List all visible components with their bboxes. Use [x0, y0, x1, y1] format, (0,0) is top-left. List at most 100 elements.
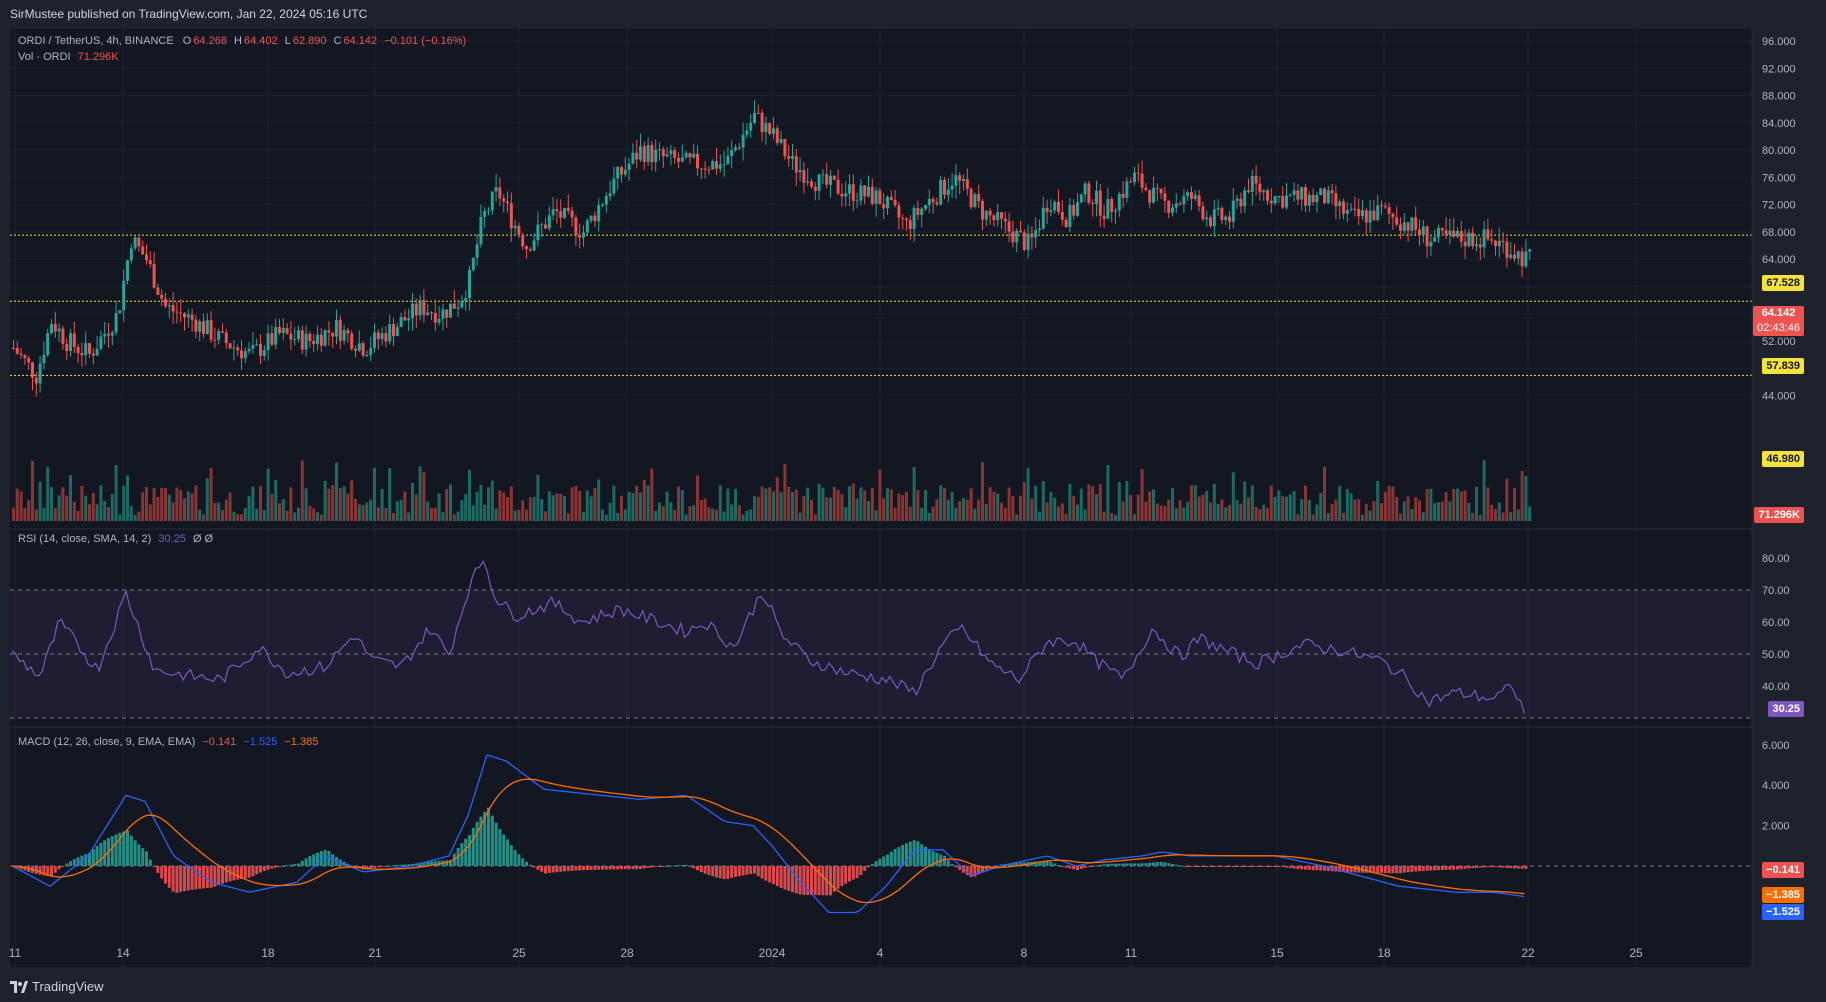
candle-body: [1022, 232, 1026, 250]
macd-histogram-bar: [513, 850, 517, 866]
candle-body: [1030, 233, 1034, 238]
macd-histogram-bar: [1144, 863, 1148, 866]
candle-body: [1254, 175, 1258, 184]
volume-bar: [513, 510, 517, 521]
candle-body: [232, 347, 236, 349]
volume-bar: [1330, 504, 1334, 521]
macd-histogram-bar: [129, 835, 133, 866]
candle-body: [840, 193, 844, 197]
candle-body: [1155, 187, 1159, 189]
volume-bar: [680, 490, 684, 521]
volume-bar: [1079, 488, 1083, 521]
volume-bar: [920, 507, 924, 521]
macd-histogram-bar: [802, 866, 806, 895]
macd-histogram-bar: [1022, 862, 1026, 866]
macd-histogram-bar: [1152, 862, 1155, 866]
rsi-label[interactable]: RSI (14, close, SMA, 14, 2): [18, 533, 152, 545]
rsi-tick-label: 80.00: [1762, 553, 1790, 565]
volume-bar: [50, 487, 53, 521]
macd-histogram-bar: [1133, 863, 1136, 866]
candle-body: [669, 150, 673, 155]
macd-histogram-bar: [544, 866, 547, 874]
candle-body: [1281, 195, 1285, 208]
macd-histogram-bar: [715, 866, 718, 878]
volume-bar: [528, 497, 532, 521]
candle-body: [570, 210, 574, 218]
macd-histogram-bar: [1368, 866, 1372, 873]
volume-bar: [927, 512, 931, 521]
volume-bar: [1338, 485, 1342, 521]
candle-body: [996, 212, 1000, 221]
volume-bar: [1440, 501, 1444, 521]
volume-bar: [464, 494, 468, 521]
volume-bar: [175, 487, 179, 521]
candle-body: [1212, 209, 1216, 227]
macd-histogram-bar: [1125, 863, 1129, 866]
candle-body: [1079, 194, 1083, 203]
candle-body: [69, 333, 72, 351]
macd-histogram-bar: [145, 851, 148, 866]
candle-body: [160, 294, 164, 299]
volume-bar: [753, 496, 756, 521]
volume-bar: [369, 499, 373, 521]
open-value: 64.268: [193, 35, 227, 47]
candle-body: [1497, 240, 1501, 247]
volume-bar: [1220, 499, 1224, 521]
volume-bar: [604, 514, 608, 521]
volume-bar: [544, 511, 547, 521]
candle-body: [1418, 229, 1421, 236]
macd-histogram-bar: [331, 854, 335, 866]
candle-body: [977, 194, 981, 202]
macd-histogram-bar: [433, 861, 437, 866]
volume-bar: [992, 491, 996, 521]
candle-body: [251, 344, 255, 349]
macd-histogram-bar: [114, 834, 118, 866]
macd-histogram-bar: [171, 866, 175, 892]
volume-bar: [677, 486, 680, 521]
volume-bar: [53, 507, 57, 521]
candle-body: [950, 185, 954, 190]
macd-histogram-bar: [274, 866, 278, 868]
candle-body: [278, 326, 281, 334]
macd-histogram-bar: [300, 860, 304, 866]
volume-bar: [110, 494, 114, 521]
volume-bar: [335, 462, 338, 521]
candle-body: [361, 343, 365, 356]
candle-body: [1220, 207, 1224, 221]
candle-body: [259, 344, 262, 356]
volume-bar: [255, 508, 259, 521]
candle-body: [616, 167, 620, 179]
volume-bar: [498, 490, 502, 521]
macd-histogram-bar: [973, 866, 977, 877]
candle-body: [15, 348, 19, 354]
volume-bar: [749, 509, 753, 521]
macd-label[interactable]: MACD (12, 26, close, 9, EMA, EMA): [18, 736, 196, 748]
macd-histogram-bar: [407, 864, 411, 866]
volume-bar: [901, 495, 905, 521]
volume-bar: [118, 514, 122, 521]
macd-histogram-bar: [616, 866, 620, 870]
candle-body: [798, 170, 802, 173]
volume-bar: [1437, 502, 1440, 521]
tradingview-logo[interactable]: TradingView: [10, 979, 104, 994]
candle-body: [627, 163, 631, 170]
candle-body: [730, 150, 734, 156]
macd-histogram-bar: [775, 866, 779, 887]
macd-histogram-bar: [646, 866, 650, 868]
macd-histogram-bar: [1083, 866, 1087, 868]
volume-bar: [12, 507, 15, 521]
candle-body: [726, 155, 730, 165]
candle-body: [578, 235, 582, 238]
macd-histogram-bar: [1391, 866, 1395, 874]
last-price-value: 64.142: [1761, 307, 1796, 319]
volume-label[interactable]: Vol · ORDI: [18, 51, 71, 63]
macd-histogram-bar: [924, 846, 927, 866]
symbol-label[interactable]: ORDI / TetherUS, 4h, BINANCE: [18, 35, 174, 47]
volume-bar: [756, 496, 760, 521]
volume-bar: [1486, 487, 1490, 521]
macd-histogram-bar: [122, 831, 126, 866]
volume-bar: [726, 488, 730, 521]
volume-bar: [357, 504, 361, 521]
macd-histogram-bar: [745, 866, 749, 875]
